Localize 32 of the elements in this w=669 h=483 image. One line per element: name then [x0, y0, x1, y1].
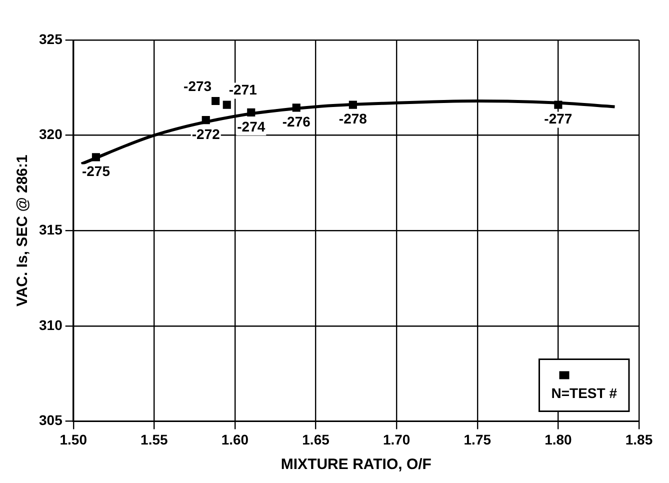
annotation: -277 — [544, 110, 572, 127]
point — [247, 108, 256, 116]
x-tick-label: 1.60 — [221, 431, 249, 448]
annotation: -272 — [192, 126, 220, 142]
x-tick-label: 1.75 — [464, 431, 492, 448]
y-tick-label: 325 — [39, 30, 63, 47]
point — [554, 100, 562, 109]
annotation: -278 — [338, 110, 368, 127]
y-tick-label: 320 — [39, 126, 63, 142]
annotation: -271 — [228, 82, 258, 98]
point — [92, 153, 100, 162]
legend-label: N=TEST # — [551, 385, 618, 402]
x-axis-title: MIXTURE RATIO, O/F — [280, 456, 432, 474]
x-tick-label: 1.70 — [382, 431, 410, 448]
y-tick-label: 315 — [39, 221, 63, 238]
y-axis-title: VAC. Is, SEC @ 286:1 — [14, 154, 32, 307]
x-tick-label: 1.55 — [140, 431, 168, 448]
point — [292, 104, 300, 112]
point — [212, 96, 220, 106]
y-tick-label: 305 — [39, 412, 63, 428]
annotation: -275 — [82, 163, 110, 180]
point — [348, 100, 357, 109]
x-tick-label: 1.65 — [302, 431, 330, 448]
x-tick-label: 1.85 — [625, 431, 653, 448]
annotation: -276 — [282, 114, 311, 130]
x-tick-label: 1.50 — [60, 431, 88, 448]
annotation: -274 — [237, 118, 266, 134]
x-tick-label: 1.80 — [544, 431, 572, 448]
y-tick-label: 310 — [39, 316, 63, 333]
point — [202, 116, 210, 124]
point — [222, 100, 231, 109]
annotation: -273 — [184, 78, 212, 94]
